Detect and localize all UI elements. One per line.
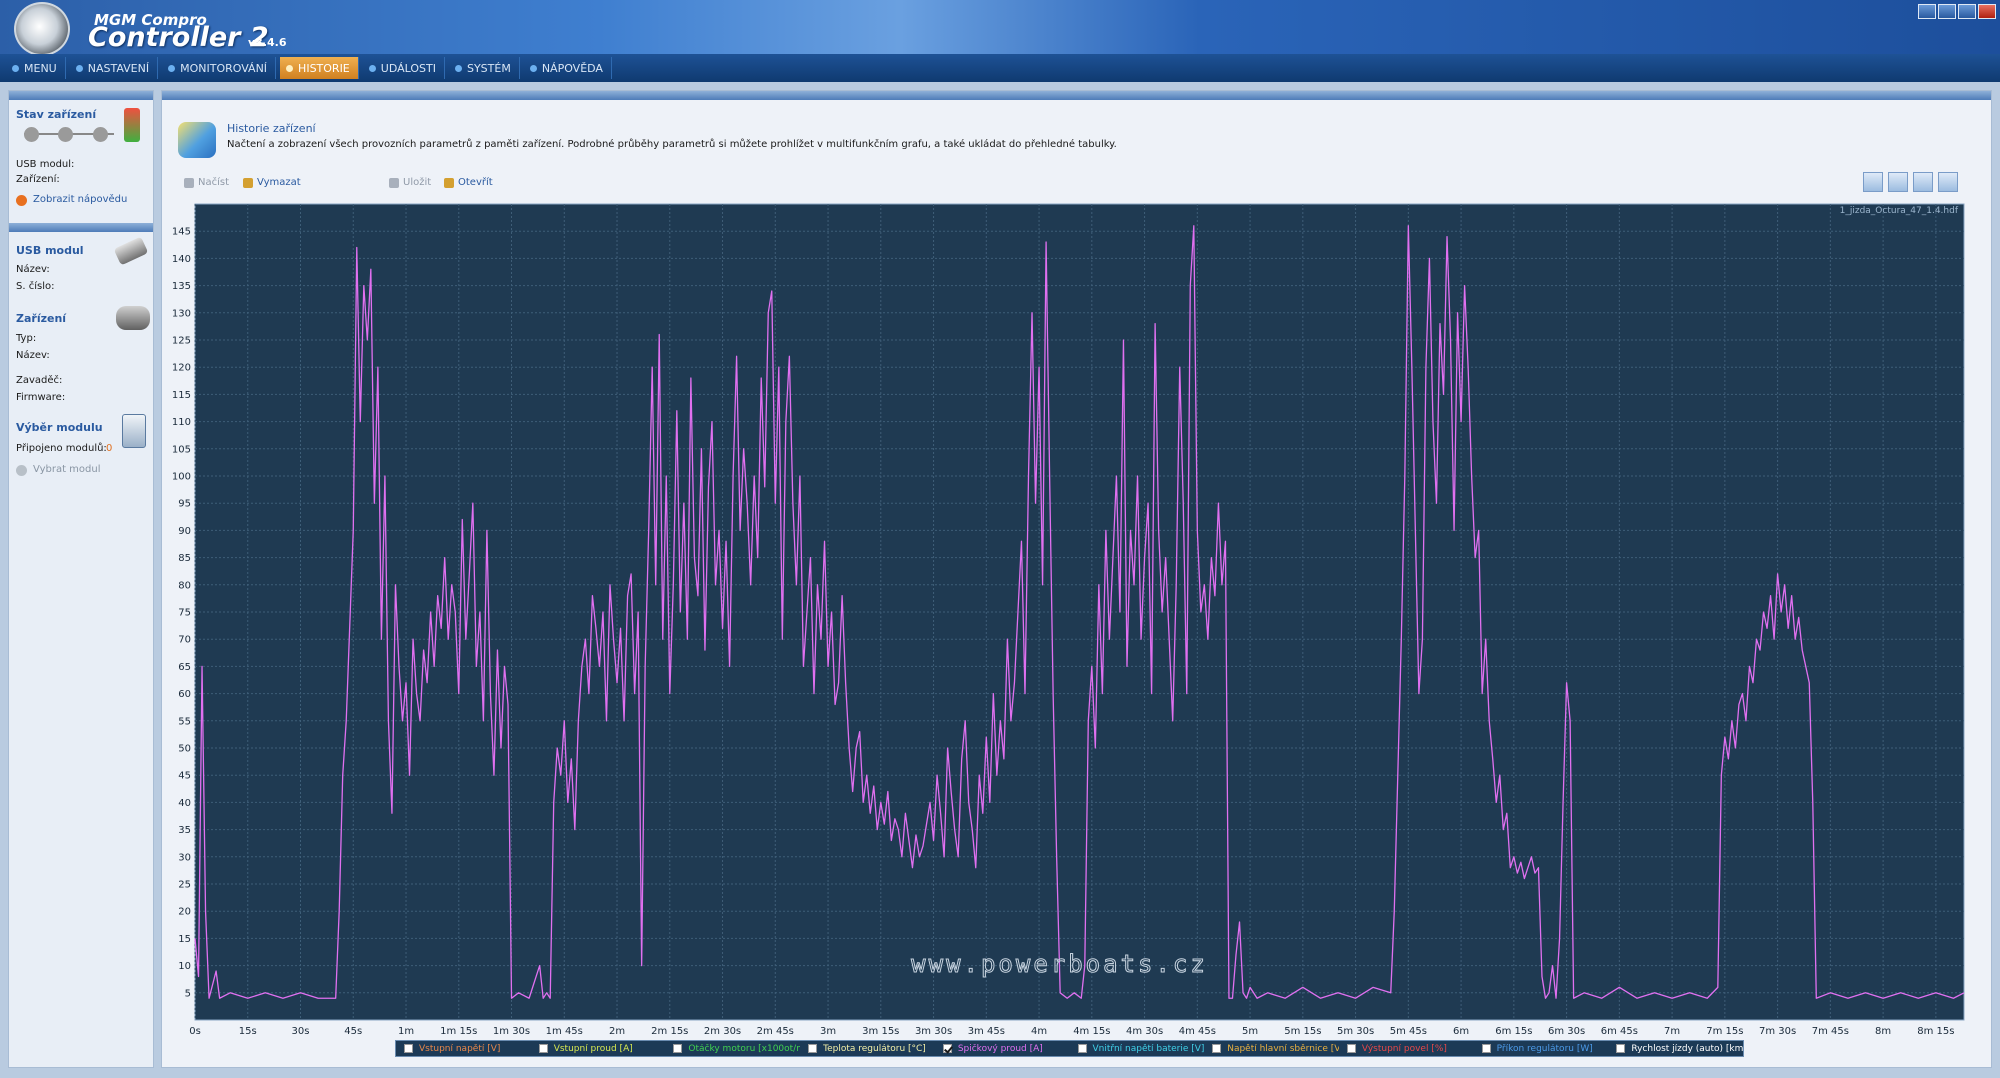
menu-tab[interactable]: MONITOROVÁNÍ [162, 57, 277, 79]
link-icon [16, 195, 27, 206]
tool-button[interactable] [1863, 172, 1883, 192]
status-light [93, 127, 108, 142]
help-button[interactable] [1918, 4, 1936, 19]
legend-item[interactable]: Napětí hlavní sběrnice [V] [1204, 1044, 1339, 1054]
legend-label: Vstupní napětí [V] [419, 1043, 501, 1054]
panel-strip [9, 91, 153, 100]
legend-checkbox[interactable] [1346, 1044, 1356, 1053]
toolbar-icon [389, 177, 399, 188]
logo [14, 2, 70, 56]
toolbar-label: Vymazat [257, 177, 301, 188]
legend-label: Napětí hlavní sběrnice [V] [1227, 1043, 1339, 1054]
legend-checkbox[interactable] [538, 1044, 548, 1053]
status-icon [124, 108, 140, 142]
toolbar-button[interactable]: Načíst [184, 177, 229, 188]
field-label: Název: [16, 350, 50, 361]
legend-item[interactable]: Vstupní proud [A] [531, 1044, 666, 1054]
tool-button[interactable] [1938, 172, 1958, 192]
legend-label: Vnitřní napětí baterie [V] [1092, 1043, 1205, 1054]
field-label: Typ: [16, 333, 37, 344]
minimize-button[interactable] [1938, 4, 1956, 19]
device-icon [116, 306, 150, 330]
panel-strip [9, 223, 153, 232]
maximize-button[interactable] [1958, 4, 1976, 19]
module-icon [122, 414, 146, 448]
field-label: Připojeno modulů: [16, 443, 107, 454]
legend-item[interactable]: Špičkový proud [A] [935, 1044, 1070, 1054]
brand: MGM Compro [94, 11, 207, 29]
connected-count: 0 [106, 443, 113, 454]
legend-item[interactable]: Teplota regulátoru [°C] [800, 1044, 935, 1054]
legend-item[interactable]: Příkon regulátoru [W] [1474, 1044, 1609, 1054]
app-version: v3.4.6 [248, 36, 287, 49]
select-module-link[interactable]: Vybrat modul [33, 464, 101, 475]
legend-checkbox[interactable] [673, 1044, 683, 1053]
legend-checkbox[interactable] [808, 1044, 818, 1053]
panel-strip [162, 91, 1991, 100]
section-title: Zařízení [16, 312, 67, 325]
title-bar: MGM Compro Controller 2 v3.4.6 [0, 0, 2000, 56]
tool-button[interactable] [1888, 172, 1908, 192]
header-title: Historie zařízení [227, 122, 316, 135]
window-controls [1918, 4, 1996, 19]
help-link[interactable]: Zobrazit nápovědu [33, 194, 128, 205]
menu-tab[interactable]: NASTAVENÍ [70, 57, 159, 79]
legend-label: Vstupní proud [A] [553, 1043, 633, 1054]
legend-label: Teplota regulátoru [°C] [823, 1043, 926, 1054]
legend-checkbox[interactable] [1212, 1044, 1222, 1053]
field-label: Zařízení: [16, 174, 60, 185]
field-label: Firmware: [16, 392, 66, 403]
toolbar-button[interactable]: Uložit [389, 177, 431, 188]
field-label: Název: [16, 264, 50, 275]
app-title: Controller 2 [88, 22, 269, 53]
toolbar-label: Načíst [198, 177, 230, 188]
legend-label: Výstupní povel [%] [1361, 1043, 1447, 1054]
sidebar [8, 90, 154, 1068]
menu-tab[interactable]: SYSTÉM [449, 57, 520, 79]
menu-tab[interactable]: HISTORIE [280, 57, 359, 79]
field-label: Zavaděč: [16, 375, 63, 386]
toolbar-icon [243, 177, 253, 188]
legend-item[interactable]: Rychlost jízdy (auto) [km/h] [1608, 1044, 1743, 1054]
legend-item[interactable]: Vstupní napětí [V] [396, 1044, 531, 1054]
legend-label: Rychlost jízdy (auto) [km/h] [1631, 1043, 1744, 1054]
close-button[interactable] [1978, 4, 1996, 19]
legend-checkbox[interactable] [1616, 1044, 1626, 1053]
toolbar-icon [184, 177, 194, 188]
legend-item[interactable]: Vnitřní napětí baterie [V] [1070, 1043, 1205, 1054]
menu-tab[interactable]: NÁPOVĚDA [524, 57, 612, 79]
toolbar-label: Otevřít [458, 177, 493, 188]
history-icon [178, 122, 216, 158]
field-label: USB modul: [16, 159, 75, 170]
section-title: Výběr modulu [16, 421, 103, 434]
legend-checkbox[interactable] [404, 1044, 413, 1053]
section-title: Stav zařízení [16, 108, 97, 121]
legend-label: Špičkový proud [A] [957, 1043, 1043, 1054]
section-title: USB modul [16, 244, 84, 257]
legend-item[interactable]: Výstupní povel [%] [1339, 1044, 1474, 1054]
legend-label: Příkon regulátoru [W] [1496, 1043, 1593, 1054]
link-icon [16, 465, 27, 476]
toolbar-label: Uložit [403, 177, 432, 188]
menu-tab[interactable]: MENU [6, 57, 66, 79]
legend-checkbox[interactable] [1481, 1044, 1491, 1053]
chart-tools [1863, 172, 1958, 192]
legend-checkbox[interactable] [1077, 1044, 1087, 1053]
toolbar-button[interactable]: Vymazat [243, 177, 301, 188]
legend-checkbox[interactable] [942, 1044, 952, 1053]
menu-bar: MENU NASTAVENÍ MONITOROVÁNÍ HISTORIE UDÁLOST… [0, 54, 2000, 82]
tool-button[interactable] [1913, 172, 1933, 192]
field-label: S. číslo: [16, 281, 55, 292]
menu-tab[interactable]: UDÁLOSTI [363, 57, 445, 79]
main-panel [161, 90, 1992, 1068]
status-light [24, 127, 39, 142]
status-light [58, 127, 73, 142]
header-description: Načtení a zobrazení všech provozních par… [227, 139, 1117, 150]
legend-item[interactable]: Otáčky motoru [x100ot/min] [665, 1044, 800, 1054]
legend-label: Otáčky motoru [x100ot/min] [688, 1043, 800, 1054]
legend: Vstupní napětí [V] Vstupní proud [A] Otáčk… [395, 1040, 1744, 1057]
toolbar-button[interactable]: Otevřít [444, 177, 493, 188]
toolbar-icon [444, 177, 454, 188]
